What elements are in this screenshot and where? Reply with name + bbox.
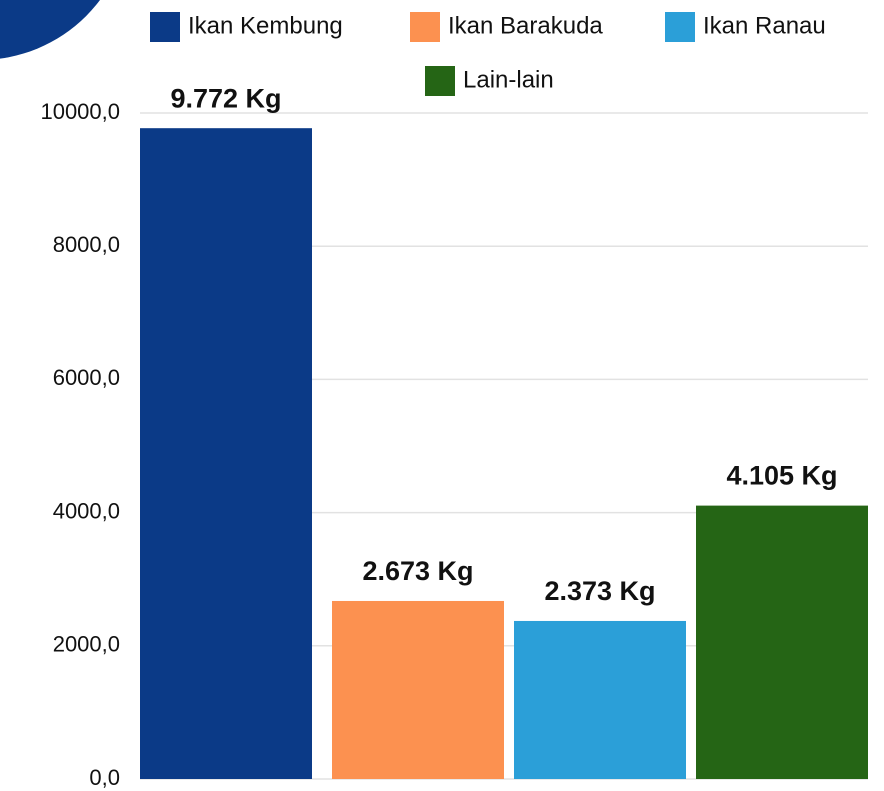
bar	[514, 621, 686, 779]
corner-decoration	[0, 0, 130, 60]
legend-swatch	[425, 66, 455, 96]
legend-label: Lain-lain	[463, 66, 554, 93]
bar	[696, 506, 868, 779]
legend-swatch	[410, 12, 440, 42]
legend-swatch	[665, 12, 695, 42]
y-tick-label: 6000,0	[53, 365, 120, 390]
y-tick-label: 10000,0	[40, 99, 120, 124]
legend-label: Ikan Ranau	[703, 12, 826, 39]
legend-label: Ikan Barakuda	[448, 12, 603, 39]
value-label: 9.772 Kg	[170, 83, 281, 113]
y-tick-label: 8000,0	[53, 232, 120, 257]
y-tick-label: 0,0	[89, 765, 120, 790]
value-label: 4.105 Kg	[726, 461, 837, 491]
y-tick-label: 4000,0	[53, 498, 120, 523]
value-label: 2.673 Kg	[362, 556, 473, 586]
chart: 0,0 2000,0 4000,0 6000,0 8000,0 10000,0 9.772 …	[0, 0, 884, 791]
bar	[140, 128, 312, 779]
y-tick-label: 2000,0	[53, 632, 120, 657]
legend-label: Ikan Kembung	[188, 12, 343, 39]
value-label: 2.373 Kg	[544, 576, 655, 606]
bar	[332, 601, 504, 779]
legend-swatch	[150, 12, 180, 42]
